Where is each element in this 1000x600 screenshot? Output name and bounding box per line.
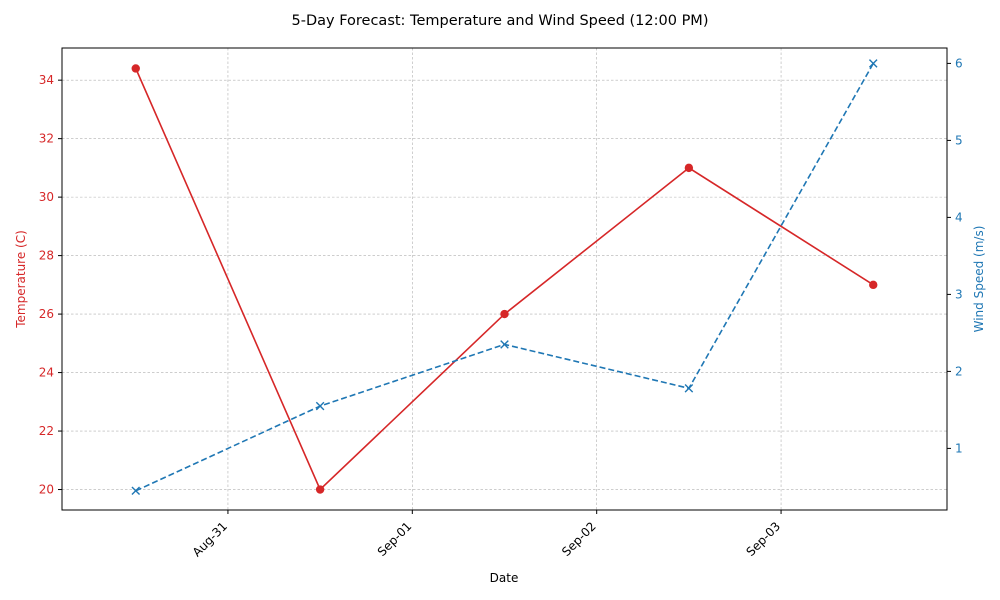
left-axis: 20 22 24 26 28 30 32 34 <box>39 73 62 497</box>
series-line <box>135 68 874 491</box>
x-tick-label: Aug-31 <box>190 519 230 559</box>
data-point-marker <box>131 486 141 496</box>
x-tick-label: Sep-02 <box>559 519 599 559</box>
data-point-marker <box>869 280 878 290</box>
y-left-tick-label: 28 <box>39 249 54 263</box>
y-left-tick-label: 26 <box>39 307 54 321</box>
y-right-tick-label: 6 <box>955 56 963 70</box>
x-axis: Aug-31 Sep-01 Sep-02 Sep-03 <box>190 510 783 560</box>
right-axis: 1 2 3 4 5 6 <box>947 56 963 455</box>
y-right-tick-label: 3 <box>955 287 963 301</box>
x-axis-label: Date <box>490 571 519 585</box>
data-point-marker <box>500 309 509 319</box>
y-right-tick-label: 1 <box>955 441 963 455</box>
data-point-marker <box>868 59 878 68</box>
y-left-axis-label: Temperature (C) <box>14 230 28 329</box>
data-point-marker <box>131 64 140 73</box>
data-point-marker <box>315 485 325 494</box>
y-left-tick-label: 30 <box>39 190 54 204</box>
x-tick-label: Sep-03 <box>743 519 783 559</box>
data-point-marker <box>684 163 694 173</box>
data-point-marker <box>500 340 509 349</box>
series-1 <box>131 64 878 494</box>
series-layer <box>131 59 878 496</box>
y-left-tick-label: 24 <box>39 366 54 380</box>
y-right-tick-label: 2 <box>955 364 963 378</box>
chart-title: 5-Day Forecast: Temperature and Wind Spe… <box>292 13 709 29</box>
grid-layer <box>62 48 947 510</box>
y-left-tick-label: 32 <box>39 132 54 146</box>
y-left-tick-label: 22 <box>39 424 54 438</box>
y-right-axis-label: Wind Speed (m/s) <box>972 226 986 333</box>
y-right-tick-label: 4 <box>955 210 963 224</box>
data-point-marker <box>315 401 325 411</box>
y-left-tick-label: 20 <box>39 483 54 497</box>
series-2 <box>131 59 878 496</box>
plot-frame <box>61 47 948 511</box>
y-left-tick-label: 34 <box>39 73 54 87</box>
y-right-tick-label: 5 <box>955 133 963 147</box>
data-point-marker <box>684 384 694 393</box>
series-line <box>135 63 874 492</box>
x-tick-label: Sep-01 <box>375 519 415 559</box>
